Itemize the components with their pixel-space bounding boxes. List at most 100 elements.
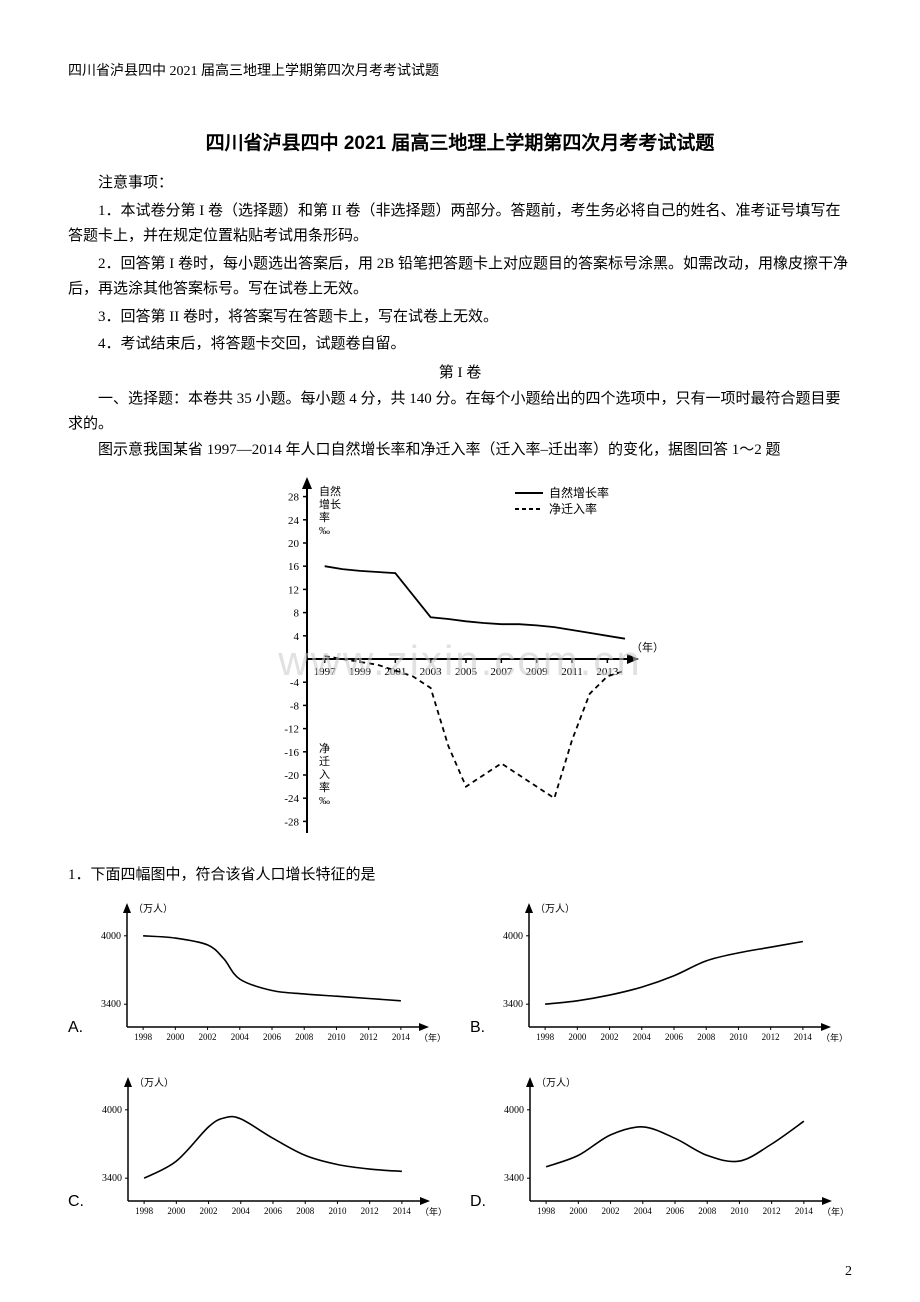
svg-text:（年）: （年） xyxy=(821,1032,847,1043)
svg-text:2006: 2006 xyxy=(665,1032,684,1042)
svg-text:2000: 2000 xyxy=(166,1032,185,1042)
option-b-label: B. xyxy=(470,1019,485,1049)
svg-text:（万人）: （万人） xyxy=(133,903,173,915)
svg-text:2002: 2002 xyxy=(199,1032,217,1042)
svg-text:1998: 1998 xyxy=(536,1032,555,1042)
svg-text:3400: 3400 xyxy=(102,1173,122,1184)
section-desc: 一、选择题：本卷共 35 小题。每小题 4 分，共 140 分。在每个小题给出的… xyxy=(68,387,852,438)
svg-text:2010: 2010 xyxy=(328,1206,347,1216)
svg-text:2013: 2013 xyxy=(596,666,619,678)
svg-text:2006: 2006 xyxy=(264,1206,283,1216)
svg-text:2006: 2006 xyxy=(666,1206,685,1216)
option-c-label: C. xyxy=(68,1193,84,1223)
svg-text:增长: 增长 xyxy=(319,497,341,511)
svg-text:（年）: （年） xyxy=(631,640,664,654)
option-a: A. 3400400019982000200220042006200820102… xyxy=(68,899,450,1049)
svg-text:2014: 2014 xyxy=(795,1206,814,1216)
svg-text:自然: 自然 xyxy=(319,484,341,498)
section-label: 第 I 卷 xyxy=(68,360,852,387)
running-header: 四川省泸县四中 2021 届高三地理上学期第四次月考考试试题 xyxy=(68,60,852,80)
chart-c: 3400 4000 1998 2000 2002 2004 2006 2008 2010 2012… xyxy=(86,1073,446,1223)
svg-text:2003: 2003 xyxy=(420,666,443,678)
svg-text:2005: 2005 xyxy=(455,666,478,678)
svg-text:率: 率 xyxy=(319,510,330,524)
svg-text:2010: 2010 xyxy=(328,1032,347,1042)
svg-text:净: 净 xyxy=(319,741,330,755)
svg-text:2010: 2010 xyxy=(730,1206,749,1216)
main-chart-svg: -28-24-20-16-12-8-4481216202428199719992… xyxy=(245,471,675,851)
svg-text:净迁入率: 净迁入率 xyxy=(549,501,597,516)
svg-text:2014: 2014 xyxy=(794,1032,813,1042)
svg-text:2008: 2008 xyxy=(296,1206,315,1216)
svg-text:2002: 2002 xyxy=(601,1032,619,1042)
svg-text:2008: 2008 xyxy=(698,1206,717,1216)
svg-text:20: 20 xyxy=(288,538,300,550)
notice-4: 4．考试结束后，将答题卡交回，试题卷自留。 xyxy=(68,332,852,358)
svg-text:1999: 1999 xyxy=(349,666,372,678)
svg-text:-24: -24 xyxy=(284,793,299,805)
svg-text:2004: 2004 xyxy=(633,1032,652,1042)
svg-text:-4: -4 xyxy=(290,677,300,689)
svg-text:-16: -16 xyxy=(284,747,299,759)
svg-text:1998: 1998 xyxy=(135,1206,154,1216)
chart-intro: 图示意我国某省 1997—2014 年人口自然增长率和净迁入率（迁入率–迁出率）… xyxy=(68,438,852,464)
svg-text:‰: ‰ xyxy=(319,525,330,537)
question-1: 1．下面四幅图中，符合该省人口增长特征的是 xyxy=(68,863,852,889)
svg-text:2006: 2006 xyxy=(263,1032,282,1042)
svg-text:2000: 2000 xyxy=(569,1206,588,1216)
svg-text:2000: 2000 xyxy=(167,1206,186,1216)
svg-text:-8: -8 xyxy=(290,700,300,712)
chart-d: 3400400019982000200220042006200820102012… xyxy=(488,1073,848,1223)
svg-text:8: 8 xyxy=(294,608,300,620)
svg-text:2011: 2011 xyxy=(561,666,583,678)
chart-b: 3400 4000 1998 2000 2002 2004 2006 2008 2010 2012… xyxy=(487,899,847,1049)
svg-text:2008: 2008 xyxy=(295,1032,314,1042)
svg-text:2007: 2007 xyxy=(490,666,513,678)
option-d-label: D. xyxy=(470,1193,486,1223)
svg-text:（年）: （年） xyxy=(419,1032,445,1043)
notice-2: 2．回答第 I 卷时，每小题选出答案后，用 2B 铅笔把答题卡上对应题目的答案标… xyxy=(68,252,852,303)
svg-text:4000: 4000 xyxy=(101,930,121,941)
svg-text:2010: 2010 xyxy=(730,1032,749,1042)
svg-text:2000: 2000 xyxy=(568,1032,587,1042)
main-chart-container: -28-24-20-16-12-8-4481216202428199719992… xyxy=(68,471,852,851)
option-c: C. 3400 4000 1998 2000 2002 2004 2006 2008 2010 2… xyxy=(68,1073,450,1223)
notice-label: 注意事项： xyxy=(68,171,852,197)
svg-text:2004: 2004 xyxy=(634,1206,653,1216)
svg-text:2009: 2009 xyxy=(526,666,549,678)
svg-text:（万人）: （万人） xyxy=(536,1077,576,1089)
svg-text:2012: 2012 xyxy=(762,1032,780,1042)
svg-text:28: 28 xyxy=(288,492,300,504)
svg-text:3400: 3400 xyxy=(101,999,121,1010)
svg-text:‰: ‰ xyxy=(319,795,330,807)
chart-a: 3400400019982000200220042006200820102012… xyxy=(85,899,445,1049)
main-chart: -28-24-20-16-12-8-4481216202428199719992… xyxy=(245,471,675,851)
svg-text:4000: 4000 xyxy=(503,930,523,941)
svg-text:3400: 3400 xyxy=(503,999,523,1010)
svg-text:率: 率 xyxy=(319,780,330,794)
svg-text:（万人）: （万人） xyxy=(134,1077,174,1089)
notice-1: 1．本试卷分第 I 卷（选择题）和第 II 卷（非选择题）两部分。答题前，考生务… xyxy=(68,199,852,250)
svg-text:入: 入 xyxy=(319,769,330,781)
svg-text:24: 24 xyxy=(288,515,300,527)
svg-text:12: 12 xyxy=(288,584,299,596)
svg-text:16: 16 xyxy=(288,561,300,573)
option-a-label: A. xyxy=(68,1019,83,1049)
svg-text:2012: 2012 xyxy=(361,1206,379,1216)
svg-text:2002: 2002 xyxy=(200,1206,218,1216)
svg-text:（年）: （年） xyxy=(420,1206,446,1217)
page-number: 2 xyxy=(845,1264,852,1280)
svg-text:3400: 3400 xyxy=(504,1173,524,1184)
svg-text:2002: 2002 xyxy=(602,1206,620,1216)
svg-text:2008: 2008 xyxy=(697,1032,716,1042)
svg-text:4000: 4000 xyxy=(102,1104,122,1115)
svg-text:4000: 4000 xyxy=(504,1104,524,1115)
svg-text:自然增长率: 自然增长率 xyxy=(549,485,609,500)
svg-text:迁: 迁 xyxy=(319,755,330,768)
option-b: B. 3400 4000 1998 2000 2002 2004 2006 2008 2010 2… xyxy=(470,899,852,1049)
svg-text:2004: 2004 xyxy=(232,1206,251,1216)
svg-text:-12: -12 xyxy=(284,724,299,736)
svg-text:1998: 1998 xyxy=(134,1032,153,1042)
svg-text:1998: 1998 xyxy=(537,1206,556,1216)
option-d: D. 3400 4000 1998 2000 2002 2004 2006 2008 2010 2… xyxy=(470,1073,852,1223)
